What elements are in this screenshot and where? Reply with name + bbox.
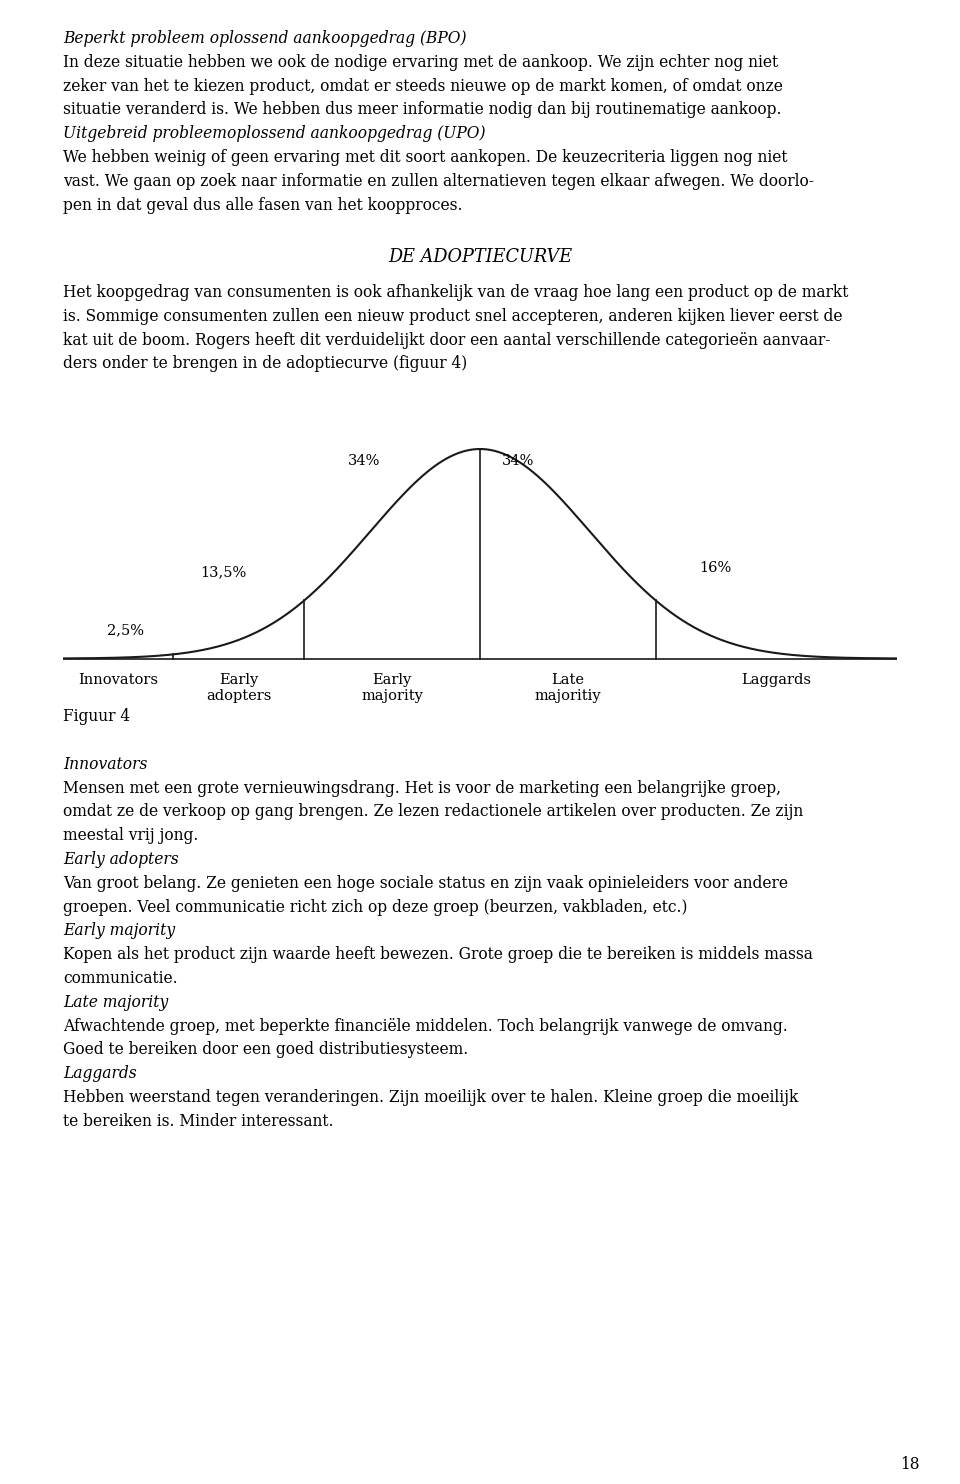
Text: omdat ze de verkoop op gang brengen. Ze lezen redactionele artikelen over produc: omdat ze de verkoop op gang brengen. Ze … — [63, 803, 804, 821]
Text: Goed te bereiken door een goed distributiesysteem.: Goed te bereiken door een goed distribut… — [63, 1042, 468, 1058]
Text: Afwachtende groep, met beperkte financiële middelen. Toch belangrijk vanwege de : Afwachtende groep, met beperkte financië… — [63, 1018, 788, 1034]
Text: 13,5%: 13,5% — [201, 565, 247, 579]
Text: Innovators: Innovators — [63, 755, 148, 773]
Text: situatie veranderd is. We hebben dus meer informatie nodig dan bij routinematige: situatie veranderd is. We hebben dus mee… — [63, 101, 781, 119]
Text: Van groot belang. Ze genieten een hoge sociale status en zijn vaak opinieleiders: Van groot belang. Ze genieten een hoge s… — [63, 876, 788, 892]
Text: Laggards: Laggards — [741, 674, 811, 687]
Text: 34%: 34% — [348, 454, 381, 467]
Text: Figuur 4: Figuur 4 — [63, 708, 131, 726]
Text: 18: 18 — [900, 1456, 920, 1474]
Text: Innovators: Innovators — [78, 674, 157, 687]
Text: Early
adopters: Early adopters — [205, 674, 272, 703]
Text: ders onder te brengen in de adoptiecurve (figuur 4): ders onder te brengen in de adoptiecurve… — [63, 356, 468, 372]
Text: Mensen met een grote vernieuwingsdrang. Het is voor de marketing een belangrijke: Mensen met een grote vernieuwingsdrang. … — [63, 779, 781, 797]
Text: Late majority: Late majority — [63, 994, 168, 1011]
Text: Uitgebreid probleemoplossend aankoopgedrag (UPO): Uitgebreid probleemoplossend aankoopgedr… — [63, 125, 486, 142]
Text: meestal vrij jong.: meestal vrij jong. — [63, 827, 199, 844]
Text: Kopen als het product zijn waarde heeft bewezen. Grote groep die te bereiken is : Kopen als het product zijn waarde heeft … — [63, 947, 813, 963]
Text: te bereiken is. Minder interessant.: te bereiken is. Minder interessant. — [63, 1113, 333, 1129]
Text: 16%: 16% — [700, 561, 732, 574]
Text: In deze situatie hebben we ook de nodige ervaring met de aankoop. We zijn echter: In deze situatie hebben we ook de nodige… — [63, 53, 779, 71]
Text: Late
majoritiy: Late majoritiy — [535, 674, 601, 703]
Text: DE ADOPTIECURVE: DE ADOPTIECURVE — [388, 248, 572, 267]
Text: We hebben weinig of geen ervaring met dit soort aankopen. De keuzecriteria ligge: We hebben weinig of geen ervaring met di… — [63, 148, 787, 166]
Text: 34%: 34% — [502, 454, 535, 467]
Text: 2,5%: 2,5% — [107, 623, 144, 638]
Text: Hebben weerstand tegen veranderingen. Zijn moeilijk over te halen. Kleine groep : Hebben weerstand tegen veranderingen. Zi… — [63, 1089, 799, 1106]
Text: Early
majority: Early majority — [361, 674, 423, 703]
Text: zeker van het te kiezen product, omdat er steeds nieuwe op de markt komen, of om: zeker van het te kiezen product, omdat e… — [63, 77, 782, 95]
Text: Het koopgedrag van consumenten is ook afhankelijk van de vraag hoe lang een prod: Het koopgedrag van consumenten is ook af… — [63, 283, 849, 301]
Text: groepen. Veel communicatie richt zich op deze groep (beurzen, vakbladen, etc.): groepen. Veel communicatie richt zich op… — [63, 899, 687, 916]
Text: kat uit de boom. Rogers heeft dit verduidelijkt door een aantal verschillende ca: kat uit de boom. Rogers heeft dit verdui… — [63, 332, 830, 349]
Text: Laggards: Laggards — [63, 1066, 136, 1082]
Text: pen in dat geval dus alle fasen van het koopproces.: pen in dat geval dus alle fasen van het … — [63, 196, 463, 214]
Text: Early majority: Early majority — [63, 923, 175, 939]
Text: communicatie.: communicatie. — [63, 971, 178, 987]
Text: is. Sommige consumenten zullen een nieuw product snel accepteren, anderen kijken: is. Sommige consumenten zullen een nieuw… — [63, 307, 843, 325]
Text: Early adopters: Early adopters — [63, 852, 179, 868]
Text: vast. We gaan op zoek naar informatie en zullen alternatieven tegen elkaar afweg: vast. We gaan op zoek naar informatie en… — [63, 172, 814, 190]
Text: Beperkt probleem oplossend aankoopgedrag (BPO): Beperkt probleem oplossend aankoopgedrag… — [63, 30, 467, 47]
